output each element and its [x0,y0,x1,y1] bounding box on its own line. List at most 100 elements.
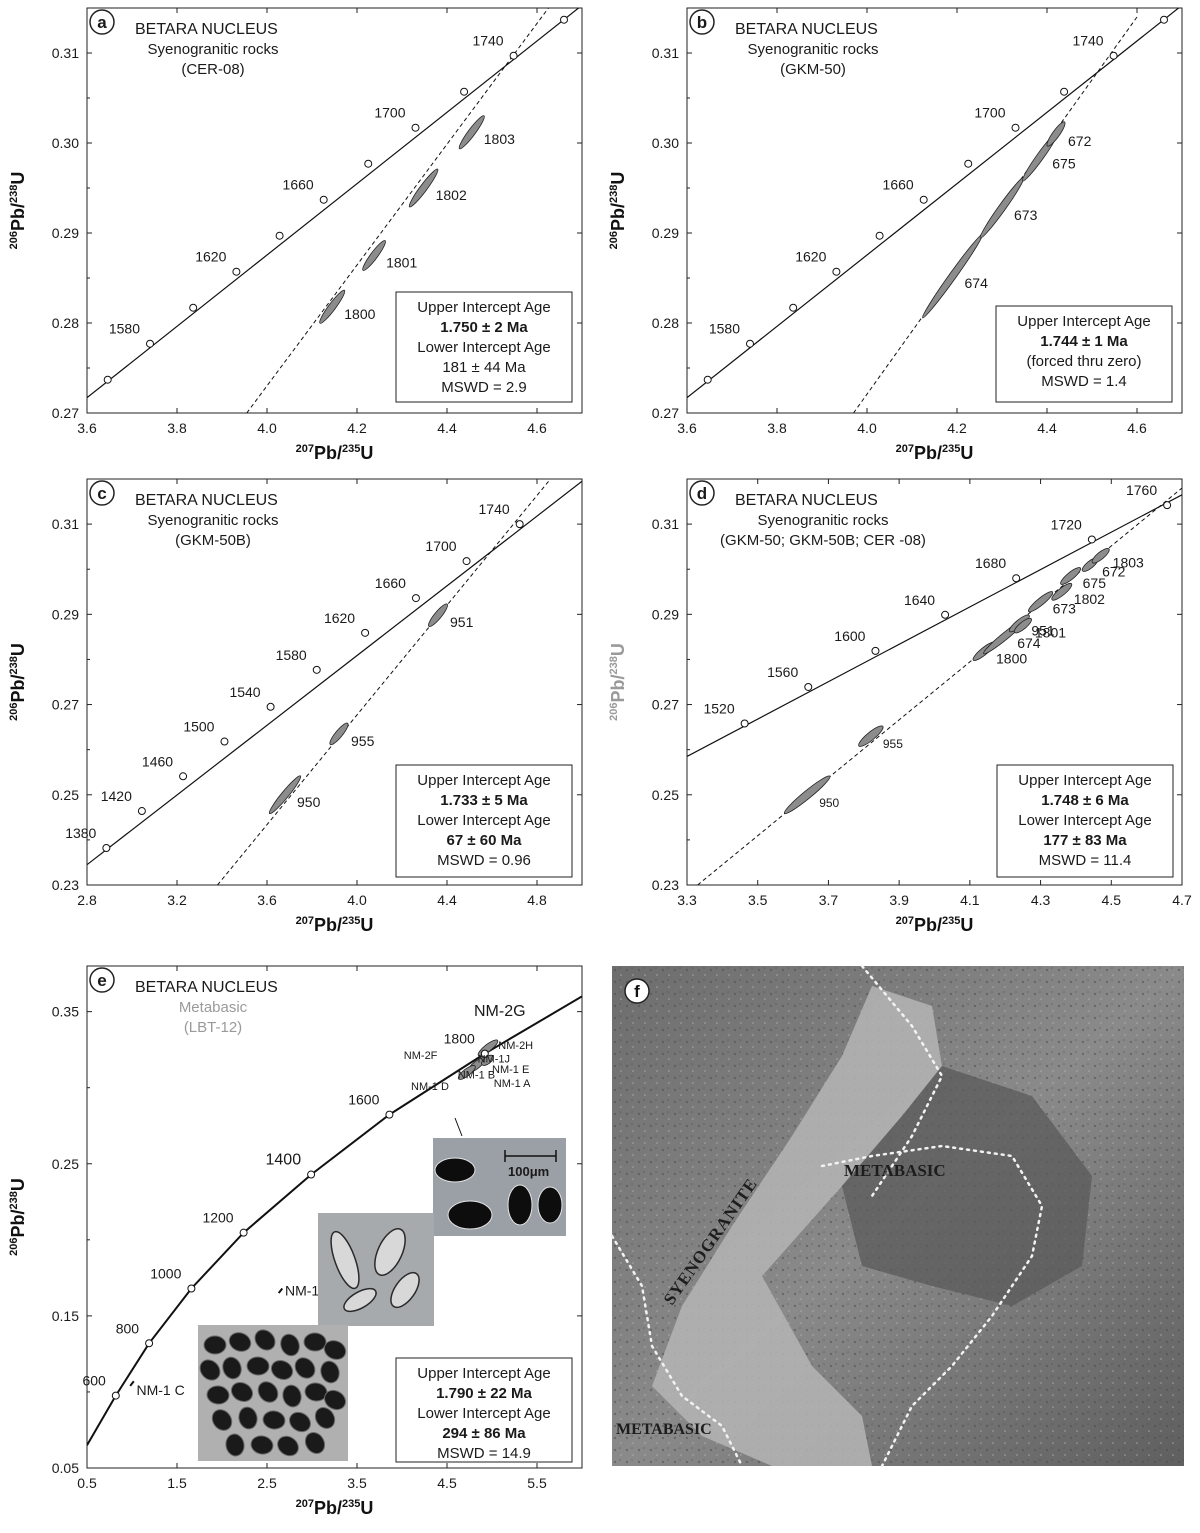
zircon-image-2 [318,1213,434,1326]
concordia-age-point [145,1339,154,1348]
x-tick-label: 5.5 [527,1475,547,1491]
point-label: NM-1 B [458,1070,495,1082]
x-axis-label-pb: Pb/ [314,915,342,935]
concordia-age-label: 1420 [101,788,132,804]
zircon-grain [303,1332,327,1352]
concordia-curve [687,494,1182,757]
zircon-grain [374,1228,406,1276]
concordia-age-point [462,557,471,566]
error-ellipse [329,722,349,746]
y-axis-label-pb: Pb/ [608,674,628,702]
concordia-age-label: 1640 [904,592,935,608]
concordia-age-label: 1540 [229,684,260,700]
grain-mark-nm-1i [277,1287,284,1294]
concordia-age-point [1011,123,1020,132]
concordia-age-point [789,303,798,312]
zircon-grain [203,1335,227,1355]
intercept-age-box [395,764,573,878]
concordia-age-label: 1620 [195,249,226,265]
intercept-age-line: Lower Intercept Age [417,1405,550,1422]
error-ellipse [319,289,346,324]
y-tick-label: 0.27 [52,697,79,713]
concordia-chart-d: 3.3 3.5 3.7 3.9 4.1 4.3 4.5 4.7 0.23 0.25 0.27 0.29… [608,478,1192,935]
zircon-grain [246,1356,270,1376]
y-tick-label: 0.30 [52,135,79,151]
panel-subtitle: (GKM-50; GKM-50B; CER -08) [720,532,926,549]
ellipse-label: 1801 [386,255,417,271]
x-tick-label: 4.0 [257,420,277,436]
concordia-age-label: 1760 [1126,482,1157,498]
point-label: NM-2F [404,1050,438,1062]
zircon-grain [257,1381,279,1403]
y-axis-label-u: U [608,643,628,656]
zircon-grain [199,1359,221,1381]
intercept-age-line: Upper Intercept Age [417,299,550,316]
y-tick-label: 0.23 [52,877,79,893]
contact-line-upper [860,964,944,1198]
concordia-age-label: 1200 [202,1210,233,1226]
intercept-age-line: Upper Intercept Age [417,1365,550,1382]
intercept-age-line: 181 ± 44 Ma [442,359,526,376]
y-tick-label: 0.23 [652,877,679,893]
x-axis-label: 207Pb/235U [296,915,374,935]
panel-subtitle: (LBT-12) [184,1019,242,1036]
intercept-age-line: MSWD = 0.96 [437,852,531,869]
error-ellipse [458,115,485,150]
x-tick-label: 3.7 [819,892,839,908]
intercept-age-line: MSWD = 11.4 [1039,852,1132,869]
error-ellipse [783,775,831,815]
y-axis-label-u: U [8,172,28,185]
x-tick-label: 3.5 [347,1475,367,1491]
x-tick-label: 0.5 [77,1475,97,1491]
concordia-age-label: 1580 [276,647,307,663]
concordia-age-point [111,1391,120,1400]
concordia-age-point [1160,15,1168,24]
concordia-age-point [146,339,154,348]
point-label: NM-1 E [492,1064,529,1076]
concordia-chart-b: 3.6 3.8 4.0 4.2 4.4 4.6 0.27 0.28 0.29 0.30 0.31 67… [608,7,1183,463]
plot-area [87,995,582,1446]
zircon-grain [277,1435,299,1457]
concordia-age-point [832,267,841,276]
intercept-age-line: MSWD = 2.9 [441,379,526,396]
concordia-curve [687,8,1180,399]
zircon-grain [270,1360,294,1380]
zircon-grain [304,1432,326,1454]
panel-subtitle: Syenogranitic rocks [148,512,279,529]
x-tick-label: 3.6 [257,892,277,908]
x-axis-label-iso: 207 [296,443,314,455]
intercept-age-line: Upper Intercept Age [417,772,550,789]
ellipse-label: 955 [351,733,375,749]
panel-letter-circle [89,9,115,35]
concordia-age-label: 1660 [283,177,314,193]
concordia-chart-c: 2.8 3.2 3.6 4.0 4.4 4.8 0.23 0.25 0.27 0.29 0.31 95… [8,478,583,935]
concordia-age-point [560,15,568,24]
x-tick-label: 4.0 [857,420,877,436]
concordia-age-point [312,665,321,674]
x-tick-label: 4.2 [347,420,367,436]
syenogranite-body [652,986,942,1466]
concordia-age-point [411,594,420,603]
y-axis-label-pb: Pb/ [8,674,28,702]
concordia-age-point [941,610,950,619]
ellipse-label: 672 [1102,564,1126,580]
point-label: NM-1I [285,1282,323,1298]
discordia-line [217,479,551,885]
y-axis-label: 206Pb/238U [608,172,628,250]
x-tick-label: 4.6 [1127,420,1147,436]
panel-title: BETARA NUCLEUS [735,21,878,38]
panel-subtitle: (GKM-50) [780,61,846,78]
x-tick-label: 3.9 [889,892,909,908]
y-tick-label: 0.31 [652,516,679,532]
y-axis-label-iso: 206 [608,231,620,249]
concordia-age-label: 1700 [374,105,405,121]
y-tick-label: 0.28 [52,315,79,331]
concordia-age-label: 600 [82,1373,106,1389]
error-ellipse [1091,547,1110,564]
zircon-grain [206,1385,230,1405]
error-ellipse [1027,591,1054,613]
contact-line-middle [820,1144,1044,1468]
concordia-age-label: 1620 [324,610,355,626]
zircon-pointer [454,1117,463,1137]
intercept-age-box [995,305,1173,403]
